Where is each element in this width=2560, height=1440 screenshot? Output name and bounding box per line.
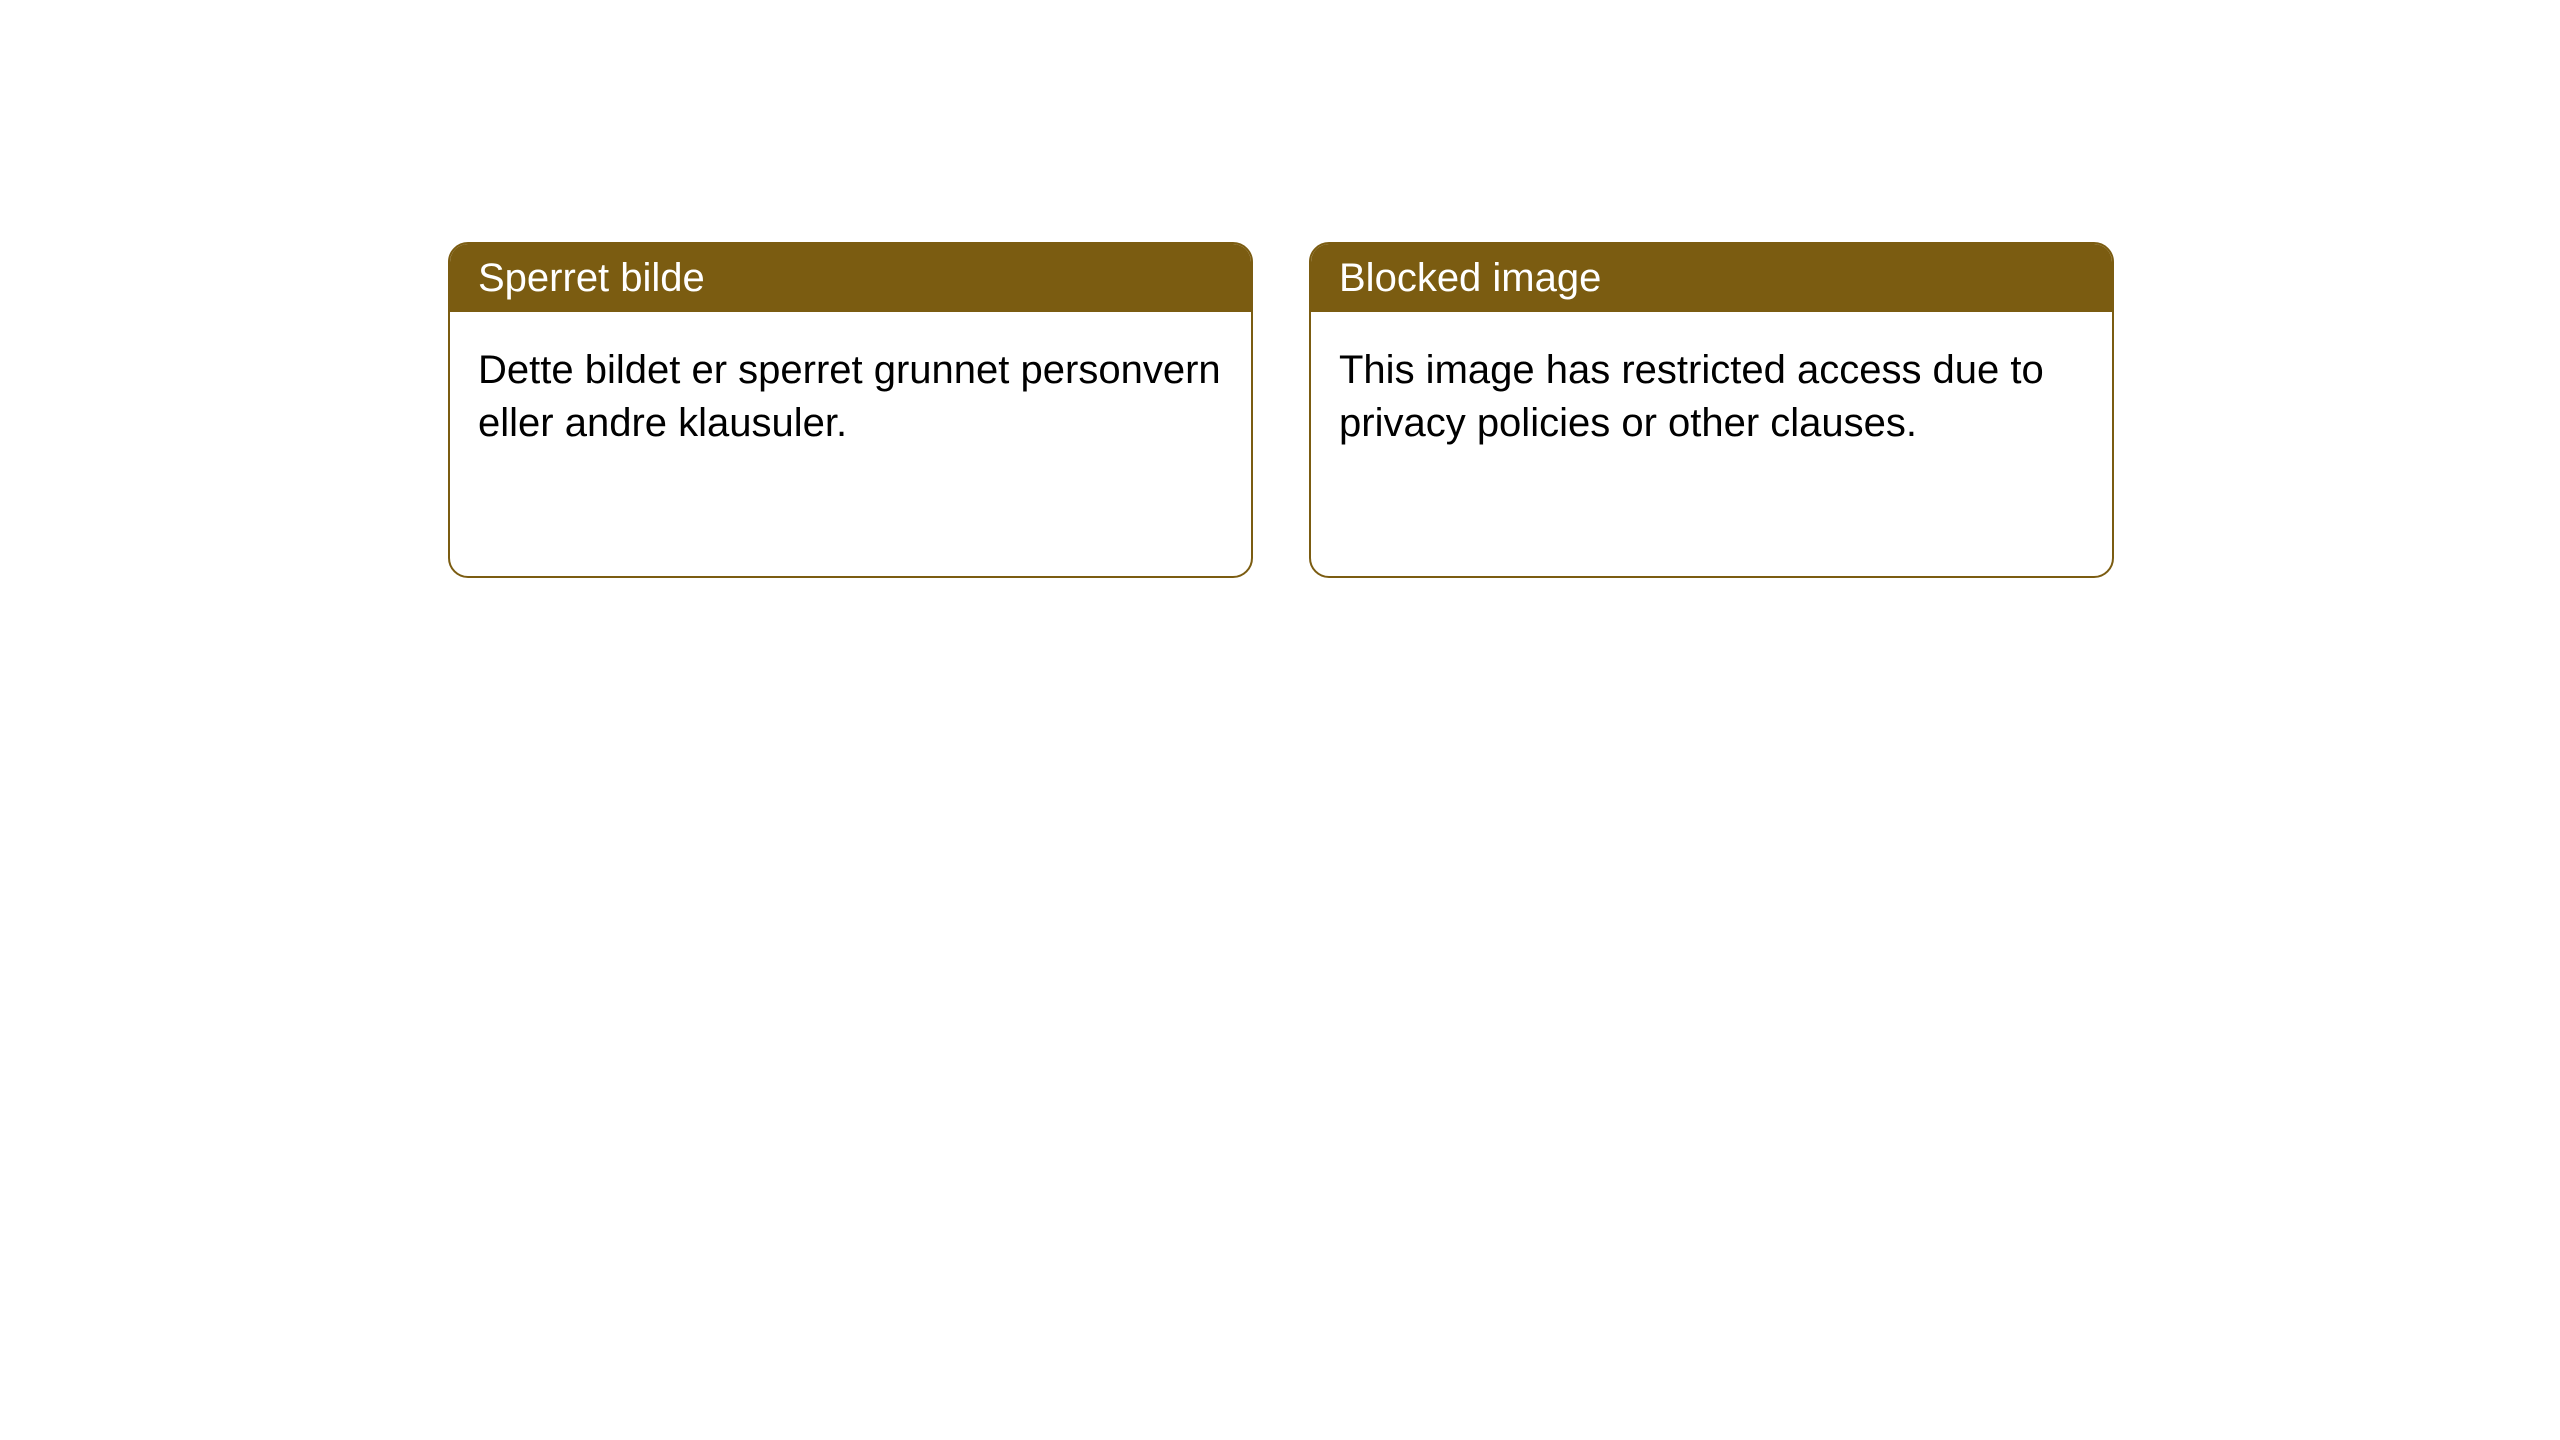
notice-card-title: Sperret bilde — [450, 244, 1251, 312]
notice-cards-container: Sperret bilde Dette bildet er sperret gr… — [448, 242, 2114, 578]
notice-card-title: Blocked image — [1311, 244, 2112, 312]
notice-card-body: Dette bildet er sperret grunnet personve… — [450, 312, 1251, 478]
notice-card-norwegian: Sperret bilde Dette bildet er sperret gr… — [448, 242, 1253, 578]
notice-card-body: This image has restricted access due to … — [1311, 312, 2112, 478]
notice-card-english: Blocked image This image has restricted … — [1309, 242, 2114, 578]
